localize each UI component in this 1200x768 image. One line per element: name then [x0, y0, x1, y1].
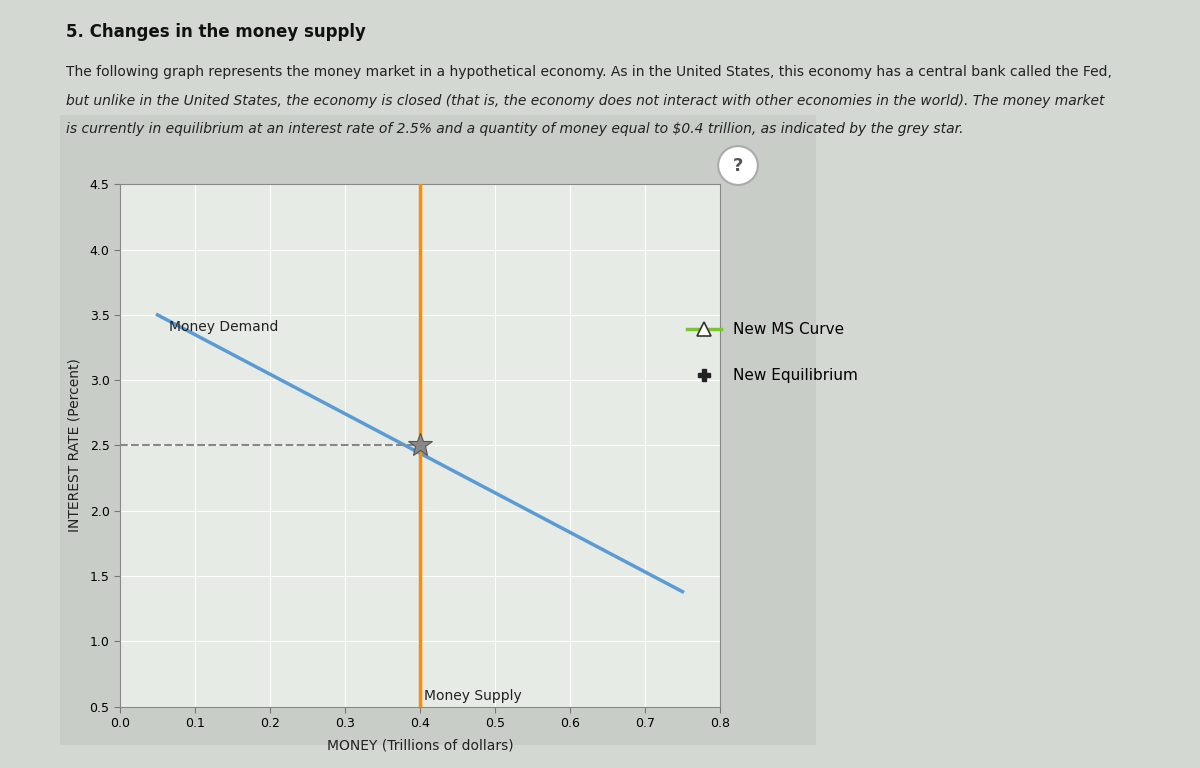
Text: Money Demand: Money Demand: [169, 320, 278, 334]
Text: Money Supply: Money Supply: [424, 689, 522, 703]
Circle shape: [718, 146, 758, 185]
Text: The following graph represents the money market in a hypothetical economy. As in: The following graph represents the money…: [66, 65, 1112, 79]
Text: but unlike in the United States, the economy is closed (that is, the economy doe: but unlike in the United States, the eco…: [66, 94, 1104, 108]
X-axis label: MONEY (Trillions of dollars): MONEY (Trillions of dollars): [326, 738, 514, 753]
Text: is currently in equilibrium at an interest rate of 2.5% and a quantity of money : is currently in equilibrium at an intere…: [66, 122, 964, 136]
Legend: New MS Curve, New Equilibrium: New MS Curve, New Equilibrium: [679, 315, 865, 391]
Text: ?: ?: [733, 157, 743, 174]
Text: 5. Changes in the money supply: 5. Changes in the money supply: [66, 23, 366, 41]
Y-axis label: INTEREST RATE (Percent): INTEREST RATE (Percent): [67, 359, 82, 532]
